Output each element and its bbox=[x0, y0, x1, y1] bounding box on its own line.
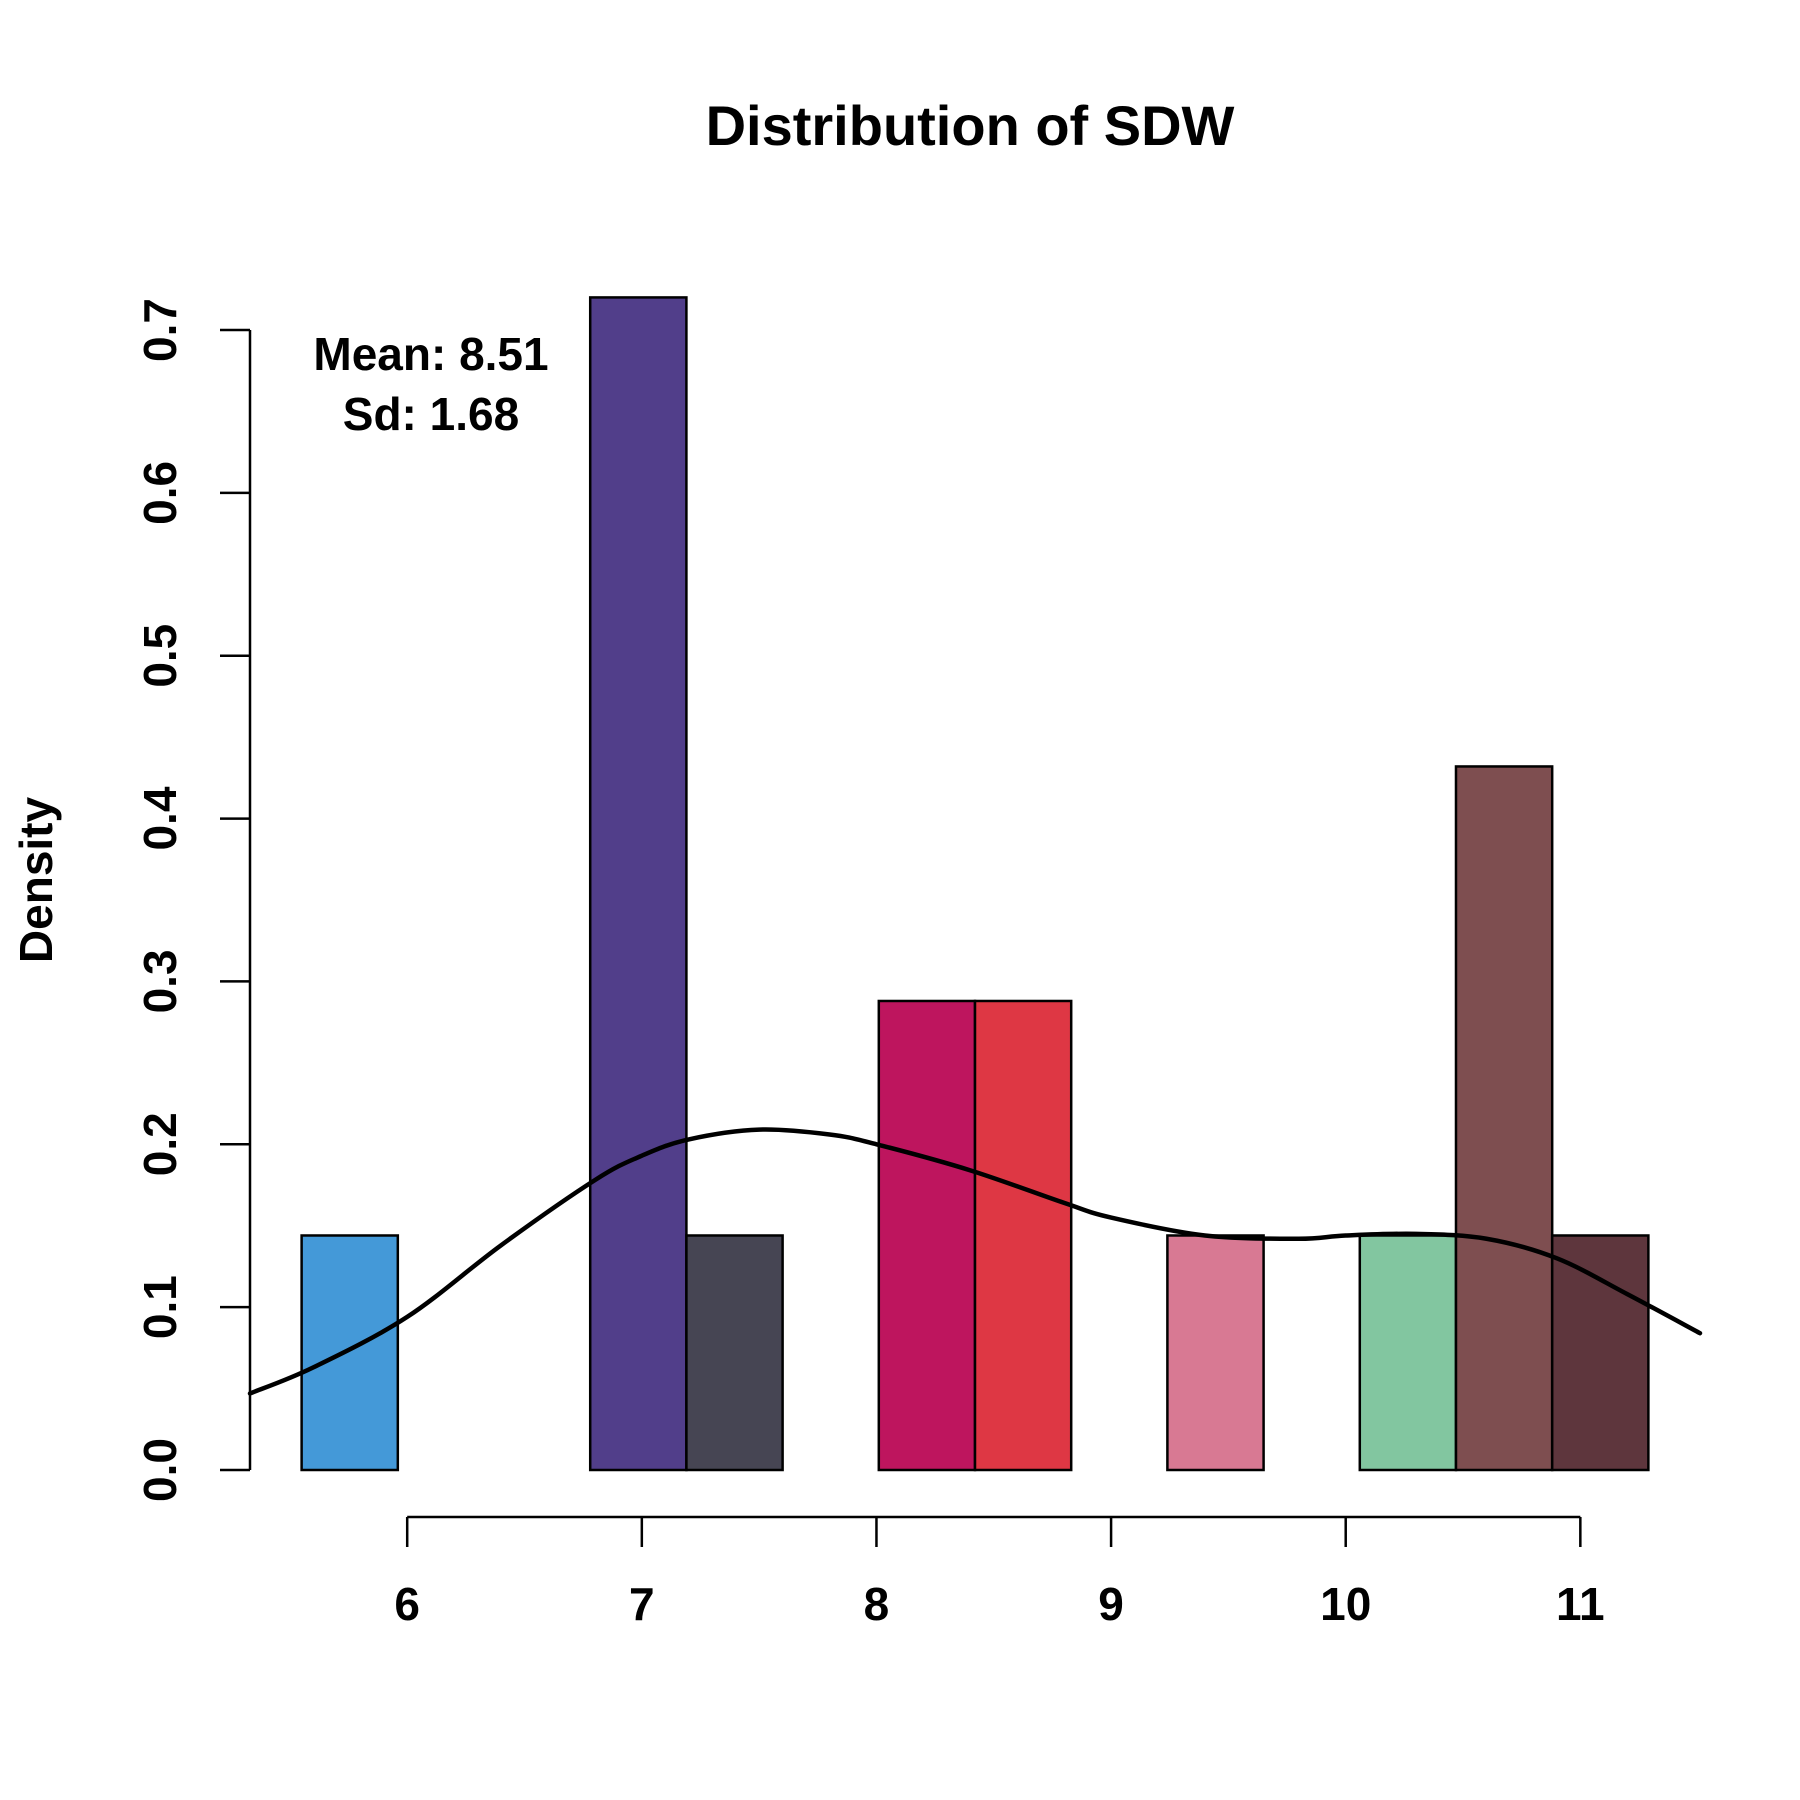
x-tick-label-1: 6 bbox=[394, 1578, 420, 1630]
y-axis: 0.0 0.1 0.2 0.3 0.4 0.5 0.6 0.7 bbox=[134, 298, 252, 1502]
histogram-bar-7 bbox=[1358, 1234, 1458, 1472]
x-tick-label-6: 11 bbox=[1556, 1578, 1605, 1630]
histogram-bar-2 bbox=[588, 296, 688, 1472]
histogram-bar-3 bbox=[685, 1234, 784, 1472]
y-tick-label-1: 0.0 bbox=[134, 1438, 186, 1502]
histogram-bars bbox=[300, 296, 1650, 1472]
histogram-bar-8 bbox=[1454, 765, 1554, 1472]
y-tick-label-8: 0.7 bbox=[134, 298, 186, 362]
y-tick-label-4: 0.3 bbox=[134, 949, 186, 1013]
histogram-bar-1 bbox=[300, 1234, 400, 1472]
y-tick-label-5: 0.4 bbox=[134, 786, 186, 850]
x-tick-label-4: 9 bbox=[1098, 1578, 1124, 1630]
x-axis: 6 7 8 9 10 11 bbox=[394, 1515, 1605, 1630]
histogram-bar-6 bbox=[1166, 1234, 1265, 1472]
sd-annotation: Sd: 1.68 bbox=[343, 388, 519, 440]
histogram-bar-5 bbox=[973, 999, 1073, 1472]
chart-title: Distribution of SDW bbox=[706, 94, 1235, 157]
mean-annotation: Mean: 8.51 bbox=[313, 328, 548, 380]
y-tick-label-2: 0.1 bbox=[134, 1275, 186, 1339]
x-tick-label-5: 10 bbox=[1320, 1578, 1371, 1630]
x-tick-label-2: 7 bbox=[629, 1578, 655, 1630]
y-tick-label-7: 0.6 bbox=[134, 461, 186, 525]
histogram-bar-9 bbox=[1550, 1234, 1650, 1472]
density-curve bbox=[247, 1127, 1703, 1396]
y-axis-label: Density bbox=[10, 797, 62, 964]
x-tick-label-3: 8 bbox=[864, 1578, 890, 1630]
y-tick-label-3: 0.2 bbox=[134, 1112, 186, 1176]
histogram-bar-4 bbox=[877, 999, 977, 1472]
y-tick-label-6: 0.5 bbox=[134, 624, 186, 688]
